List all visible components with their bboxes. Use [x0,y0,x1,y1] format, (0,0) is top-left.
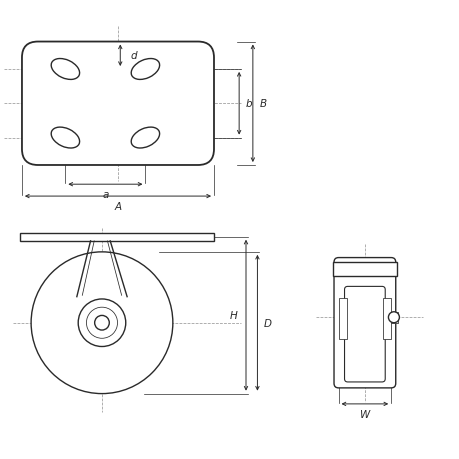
FancyBboxPatch shape [22,42,213,166]
Bar [20,233,213,241]
Text: a: a [102,190,108,200]
Text: W: W [359,409,369,419]
Ellipse shape [51,128,79,149]
Ellipse shape [51,59,79,80]
Circle shape [95,316,109,330]
Text: D: D [263,318,271,328]
Text: b: b [245,99,252,109]
Text: A: A [114,202,121,212]
Bar [332,263,396,276]
Circle shape [387,312,398,323]
Text: B: B [259,99,266,109]
Bar [382,298,390,339]
Text: H: H [230,310,237,320]
Circle shape [31,252,173,394]
Bar [390,312,397,323]
Circle shape [78,299,125,347]
Circle shape [86,308,117,339]
Ellipse shape [131,59,159,80]
Bar [338,298,346,339]
FancyBboxPatch shape [333,258,395,388]
FancyBboxPatch shape [344,287,384,382]
Text: d: d [130,51,137,61]
Ellipse shape [131,128,159,149]
